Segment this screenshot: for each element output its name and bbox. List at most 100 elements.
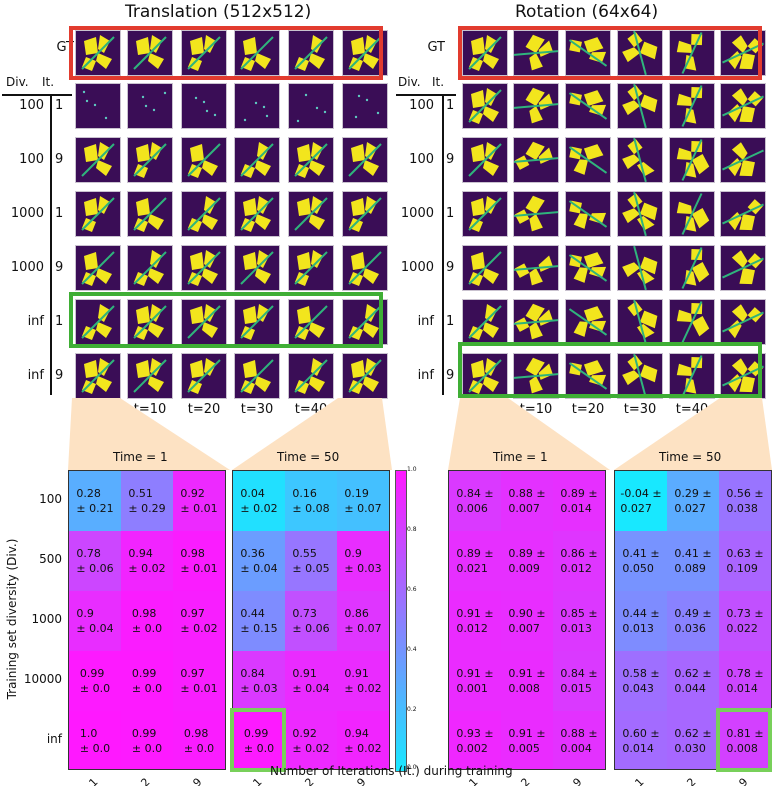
heatmap-cell: 0.73 ± 0.06 [285,591,337,651]
heatmap-cell: 0.56 ± 0.038 [719,471,771,531]
translation-row6-thumb-6 [343,354,387,398]
heatmap-cell-label: 0.88 ± 0.007 [508,487,546,515]
wedge-translation-t1 [68,398,230,470]
heatmap-cell: 0.89 ± 0.021 [449,531,501,591]
heatmap-cell-label: 0.84 ± 0.015 [560,667,598,695]
heatmap-cell: 0.85 ± 0.013 [553,591,605,651]
translation-row3-thumb-6-image [348,196,382,232]
translation-row1-div: 100 [19,98,44,113]
translation-row6-thumb-4 [235,354,279,398]
translation-row4-thumb-2-image [133,250,167,286]
rotation-row4-thumb-3-image [568,252,608,283]
translation-row4-thumb-1 [76,246,120,290]
rotation-row4-thumb-5-image [681,247,710,289]
translation-row2-thumb-3 [182,138,226,182]
rotation-title: Rotation (64x64) [515,2,659,22]
heatmap-cell: 0.88 ± 0.004 [553,711,605,769]
heatmap-cell: 0.99 ± 0.0 [69,651,121,711]
heatmap-cell: 0.19 ± 0.07 [337,471,389,531]
rotation-row2-thumb-4 [618,138,662,182]
rotation-row1-thumb-6-image [722,88,764,123]
rotation-row4-thumb-6-image [722,250,764,285]
rotation-row2-thumb-6 [721,138,765,182]
rotation-row6-thumb-1 [463,354,507,398]
rotation-row6-it: 9 [446,368,455,383]
translation-row4-thumb-3 [182,246,226,290]
heatmap-cell: 0.44 ± 0.15 [233,591,285,651]
translation-gt-thumb-2-image [133,35,167,70]
rotation-row5-thumb-2-image [514,303,558,340]
heatmap-panel-1-title: Time = 1 [113,450,168,464]
rotation-it-header: It. [432,75,445,89]
colorbar-tick-06: 0.6 [407,586,417,593]
translation-row5-thumb-4 [235,300,279,344]
heatmap-cell: 0.92 ± 0.02 [285,711,337,769]
rotation-gt-thumb-5 [670,31,714,75]
translation-row4-thumb-4 [235,246,279,290]
heatmap-cell-label: 0.97 ± 0.02 [180,607,218,635]
rotation-row3-thumb-6 [721,192,765,236]
translation-row1-thumb-3-image [194,96,217,117]
rotation-row6-thumb-5 [670,354,714,398]
rotation-row4-thumb-4 [618,246,662,290]
heatmap-cell-label: 0.91 ± 0.005 [508,727,546,755]
translation-row6-thumb-5-image [294,358,328,394]
heatmap-xlabel: Number of Iterations (It.) during traini… [270,764,513,778]
translation-row2-thumb-1 [76,138,120,182]
heatmap-cell: 0.44 ± 0.013 [615,591,667,651]
heatmap-cell-label: 0.91 ± 0.02 [344,667,382,695]
rotation-row6-thumb-2-image [514,357,558,394]
translation-row3-thumb-2 [128,192,172,236]
rotation-row5-thumb-1 [463,300,507,344]
translation-row2-thumb-4-image [240,142,274,178]
translation-row5-it: 1 [55,314,64,329]
translation-row4-it: 9 [55,260,64,275]
heatmap-cell: 0.94 ± 0.02 [121,531,173,591]
rotation-row1-thumb-4-image [622,84,658,128]
rotation-row6-thumb-6 [721,354,765,398]
rotation-row1-thumb-5 [670,84,714,128]
heatmap-cell: 0.36 ± 0.04 [233,531,285,591]
heatmap-cell-label: 0.56 ± 0.038 [726,487,764,515]
heatmap-cell-label: 0.98 ± 0.0 [131,607,163,635]
heatmap-cell-label: 0.90 ± 0.007 [508,607,546,635]
rotation-row6-thumb-1-image [468,358,502,394]
translation-divider [50,95,52,395]
translation-row4-thumb-5-image [294,250,328,286]
heatmap-cell: 0.28 ± 0.21 [69,471,121,531]
rotation-row3-thumb-3 [566,192,610,236]
translation-gt-thumb-4-image [240,36,274,71]
heatmap-cell-label: 0.88 ± 0.004 [560,727,598,755]
translation-row2-thumb-5-image [294,142,328,178]
translation-title: Translation (512x512) [125,2,312,22]
translation-row1-thumb-2 [128,84,172,128]
heatmap-ytick-5: inf [46,732,62,746]
translation-row6-thumb-3-image [187,358,221,394]
rotation-row6-thumb-5-image [676,355,703,397]
rotation-gt-thumb-6 [721,31,765,75]
rotation-row4-thumb-1 [463,246,507,290]
rotation-row1-thumb-5-image [676,85,703,127]
rotation-gt-thumb-3 [566,31,610,75]
heatmap-cell-label: 0.9 ± 0.04 [76,607,114,635]
translation-row1-thumb-6 [343,84,387,128]
translation-row3-thumb-5 [289,192,333,236]
rotation-row6-thumb-2 [514,354,558,398]
rotation-div-header: Div. [398,75,421,89]
rotation-row1-thumb-3 [566,84,610,128]
heatmap-cell: 0.97 ± 0.01 [173,651,225,711]
rotation-row4-thumb-2 [514,246,558,290]
heatmap-cell: 0.9 ± 0.04 [69,591,121,651]
heatmap-cell: 0.93 ± 0.002 [449,711,501,769]
rotation-row3-thumb-2 [514,192,558,236]
heatmap-cell-label: 0.62 ± 0.044 [674,667,712,695]
heatmap-cell: 0.9 ± 0.03 [337,531,389,591]
heatmap-cell: 0.60 ± 0.014 [615,711,667,769]
rotation-gt-thumb-5-image [676,32,703,74]
heatmap-cell: 0.99 ± 0.0 [233,711,285,769]
translation-gt-thumb-4 [235,31,279,75]
colorbar-tick-1: 1.0 [407,466,417,473]
heatmap-cell-label: 0.73 ± 0.022 [726,607,764,635]
heatmap-cell: 0.41 ± 0.050 [615,531,667,591]
